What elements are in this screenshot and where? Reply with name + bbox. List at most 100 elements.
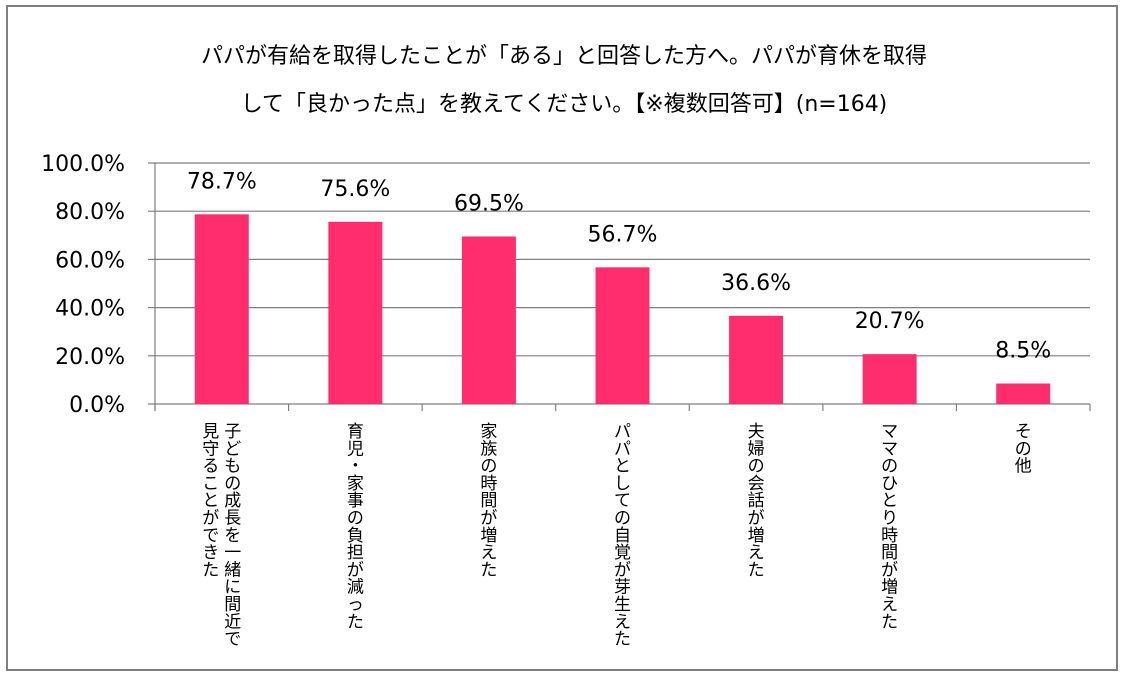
category-label-char: 芽 bbox=[614, 578, 631, 598]
category-label-char: 生 bbox=[614, 595, 631, 615]
category-label-char: そ bbox=[1015, 422, 1032, 442]
category-label-char: 守 bbox=[202, 439, 219, 459]
category-label-char: 族 bbox=[480, 439, 497, 459]
category-label-char: た bbox=[480, 560, 497, 580]
category-label-char: と bbox=[202, 491, 219, 511]
category-label-char: が bbox=[202, 509, 219, 529]
category-label-char: ど bbox=[224, 439, 241, 459]
category-label-char: 婦 bbox=[748, 439, 765, 459]
bar bbox=[729, 315, 784, 404]
bar bbox=[328, 221, 383, 404]
category-label-char: 子 bbox=[224, 422, 241, 442]
bar bbox=[862, 354, 917, 404]
data-label: 69.5% bbox=[454, 192, 524, 217]
category-label-char: で bbox=[202, 526, 219, 546]
data-label: 75.6% bbox=[320, 177, 390, 202]
category-label-char: パ bbox=[614, 439, 631, 459]
category-label-char: 児 bbox=[347, 439, 364, 459]
category-label-char: が bbox=[480, 509, 497, 529]
category-label-char: 増 bbox=[881, 578, 898, 598]
category-label-char: 覚 bbox=[614, 543, 631, 563]
data-label: 36.6% bbox=[721, 271, 791, 296]
category-label-char: で bbox=[224, 630, 241, 650]
data-label: 20.7% bbox=[855, 309, 925, 334]
y-tick-label: 60.0% bbox=[55, 248, 125, 273]
category-label-char: こ bbox=[202, 474, 219, 494]
category-label-char: 近 bbox=[224, 612, 241, 632]
category-label-char: 緒 bbox=[224, 560, 241, 580]
category-label-char: の bbox=[480, 457, 497, 477]
bar bbox=[461, 236, 516, 404]
category-label-char: 見 bbox=[202, 422, 219, 442]
category-label-char: 増 bbox=[480, 526, 497, 546]
bar bbox=[595, 267, 650, 404]
category-label-char: 担 bbox=[347, 543, 364, 563]
category-label-char: て bbox=[614, 491, 631, 511]
y-tick-label: 20.0% bbox=[55, 345, 125, 370]
category-label-char: 夫 bbox=[748, 422, 765, 442]
category-label-char: え bbox=[480, 543, 497, 563]
category-label-char: を bbox=[224, 526, 241, 546]
category-label-char: た bbox=[202, 560, 219, 580]
category-label-char: の bbox=[224, 474, 241, 494]
category-label-char: ・ bbox=[347, 457, 364, 477]
category-label-char: が bbox=[748, 509, 765, 529]
category-label-char: が bbox=[881, 560, 898, 580]
y-tick-label: 80.0% bbox=[55, 200, 125, 225]
category-label-char: っ bbox=[347, 595, 364, 615]
category-label-char: が bbox=[614, 560, 631, 580]
category-label-char: え bbox=[748, 543, 765, 563]
category-label-char: る bbox=[202, 457, 219, 477]
category-label-char: 負 bbox=[347, 526, 364, 546]
category-label-char: た bbox=[614, 630, 631, 650]
chart-frame bbox=[6, 5, 1118, 671]
category-label-char: も bbox=[224, 457, 241, 477]
category-label-char: 時 bbox=[480, 474, 497, 494]
data-label: 78.7% bbox=[187, 169, 257, 194]
chart-title-line-1: パパが有給を取得したことが「ある」と回答した方へ。パパが育休を取得 bbox=[200, 44, 927, 69]
category-label-char: 減 bbox=[347, 578, 364, 598]
category-label-char: が bbox=[347, 560, 364, 580]
category-label-char: 会 bbox=[748, 474, 765, 494]
category-label-char: ひ bbox=[881, 474, 898, 494]
category-label-char: 家 bbox=[347, 474, 364, 494]
category-label-char: た bbox=[347, 612, 364, 632]
bar bbox=[996, 383, 1051, 404]
y-tick-label: 100.0% bbox=[41, 152, 125, 177]
category-label-char: と bbox=[881, 491, 898, 511]
category-label-char: り bbox=[881, 509, 898, 529]
category-label-char: マ bbox=[881, 422, 898, 442]
category-label-char: と bbox=[614, 457, 631, 477]
category-label-char: た bbox=[881, 612, 898, 632]
category-label-char: 自 bbox=[614, 526, 631, 546]
category-label-char: 長 bbox=[224, 509, 241, 529]
category-label-char: の bbox=[881, 457, 898, 477]
category-label-char: 他 bbox=[1015, 457, 1032, 477]
category-label-char: 時 bbox=[881, 526, 898, 546]
category-label-char: え bbox=[881, 595, 898, 615]
chart-title-line-2: して「良かった点」を教えてください。【※複数回答可】(n=164) bbox=[240, 92, 888, 117]
category-label-char: 家 bbox=[480, 422, 497, 442]
category-label-char: 育 bbox=[347, 422, 364, 442]
y-tick-label: 0.0% bbox=[69, 393, 125, 418]
category-label-char: き bbox=[202, 543, 219, 563]
category-label-char: 増 bbox=[748, 526, 765, 546]
category-label-char: 事 bbox=[347, 491, 364, 511]
category-label-char: し bbox=[614, 474, 631, 494]
category-label-char: た bbox=[748, 560, 765, 580]
data-label: 56.7% bbox=[588, 222, 658, 247]
category-label-char: の bbox=[614, 509, 631, 529]
bar bbox=[194, 214, 249, 404]
category-label-char: 話 bbox=[748, 491, 765, 511]
category-label-char: え bbox=[614, 612, 631, 632]
category-label-char: 一 bbox=[224, 543, 241, 563]
data-label: 8.5% bbox=[995, 339, 1051, 364]
category-label-char: 成 bbox=[224, 491, 241, 511]
category-label-char: 間 bbox=[480, 491, 497, 511]
category-label-char: 間 bbox=[881, 543, 898, 563]
category-label-char: マ bbox=[881, 439, 898, 459]
category-label-char: パ bbox=[614, 422, 631, 442]
category-label-char: の bbox=[347, 509, 364, 529]
category-label-char: 間 bbox=[224, 595, 241, 615]
